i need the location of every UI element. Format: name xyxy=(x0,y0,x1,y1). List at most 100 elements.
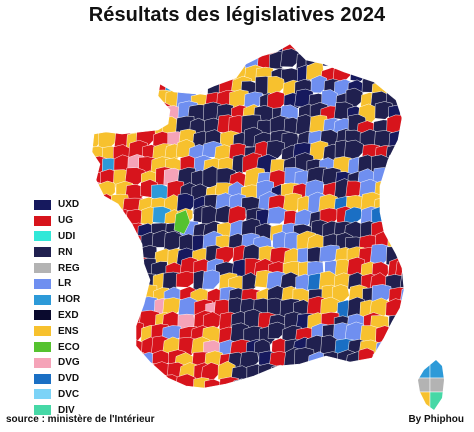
constituency xyxy=(358,347,376,369)
constituency xyxy=(333,374,353,388)
constituency xyxy=(149,44,169,57)
constituency xyxy=(388,392,406,409)
constituency xyxy=(388,44,404,60)
legend-item-ens: ENS xyxy=(34,323,80,339)
constituency xyxy=(92,44,106,58)
constituency xyxy=(102,353,122,371)
constituency xyxy=(388,208,404,228)
legend-item-lr: LR xyxy=(34,276,80,292)
constituency xyxy=(125,377,145,388)
constituency xyxy=(92,65,105,88)
constituency xyxy=(127,67,149,88)
constituency xyxy=(137,44,157,59)
constituency xyxy=(138,106,161,124)
legend-label: UDI xyxy=(58,230,76,242)
constituency-eco xyxy=(173,209,191,235)
constituency xyxy=(109,79,129,102)
constituency xyxy=(387,171,404,190)
constituency xyxy=(92,194,106,214)
constituency xyxy=(400,208,404,226)
constituency xyxy=(127,364,149,386)
constituency xyxy=(347,388,367,409)
author-credit: By Phiphou xyxy=(408,414,464,425)
constituency xyxy=(178,50,199,70)
constituency xyxy=(385,338,404,359)
constituency xyxy=(192,389,213,408)
constituency xyxy=(123,78,145,97)
constituency xyxy=(350,44,367,57)
legend-swatch xyxy=(34,342,51,353)
constituency xyxy=(98,81,117,101)
constituency xyxy=(334,48,354,69)
legend-swatch xyxy=(34,310,51,321)
constituency xyxy=(399,80,404,97)
constituency xyxy=(115,361,138,381)
constituency xyxy=(358,51,380,73)
constituency xyxy=(267,76,286,95)
constituency xyxy=(92,366,104,385)
constituency xyxy=(266,378,286,388)
constituency xyxy=(204,378,222,388)
constituency xyxy=(375,339,397,359)
constituency xyxy=(136,53,158,71)
constituency xyxy=(205,387,228,388)
constituency xyxy=(215,53,233,74)
constituency xyxy=(114,65,135,88)
constituency xyxy=(92,321,106,341)
constituency xyxy=(360,361,380,384)
constituency xyxy=(92,54,108,74)
legend-label: HOR xyxy=(58,294,81,306)
legend-item-dvd: DVD xyxy=(34,371,80,387)
constituency xyxy=(92,314,105,336)
constituency xyxy=(308,376,327,388)
constituency xyxy=(398,376,404,388)
constituency xyxy=(396,197,404,217)
constituency xyxy=(100,324,121,344)
constituency xyxy=(135,90,156,110)
constituency xyxy=(398,249,404,268)
constituency xyxy=(373,65,397,87)
constituency xyxy=(270,364,289,382)
constituency xyxy=(387,366,404,388)
constituency xyxy=(398,154,404,174)
constituency xyxy=(292,363,315,384)
legend-swatch xyxy=(34,278,51,289)
legend-swatch xyxy=(34,215,51,226)
constituency xyxy=(128,274,147,293)
constituency xyxy=(308,387,328,388)
constituency xyxy=(399,51,404,72)
constituency xyxy=(109,313,129,333)
constituency xyxy=(278,365,301,386)
constituency xyxy=(112,245,130,265)
constituency xyxy=(385,224,404,243)
constituency xyxy=(92,106,103,125)
legend-label: DIV xyxy=(58,404,75,416)
legend-item-reg: REG xyxy=(34,260,80,276)
constituency xyxy=(203,44,225,58)
constituency xyxy=(92,257,107,280)
constituency xyxy=(399,352,404,373)
constituency xyxy=(92,284,110,305)
constituency xyxy=(388,153,404,173)
constituency xyxy=(398,335,404,355)
legend-label: LR xyxy=(58,278,72,290)
legend-swatch xyxy=(34,263,51,274)
constituency xyxy=(154,380,172,388)
constituency xyxy=(397,310,404,330)
constituency xyxy=(318,367,339,388)
constituency xyxy=(113,258,136,279)
constituency xyxy=(387,63,404,84)
constituency xyxy=(331,361,352,380)
map-title: Résultats des législatives 2024 xyxy=(88,4,386,26)
constituency xyxy=(140,392,160,412)
constituency-corsica xyxy=(418,377,431,393)
constituency xyxy=(401,113,404,134)
corsica-regions xyxy=(418,360,444,410)
legend-swatch xyxy=(34,373,51,384)
constituency-corsica xyxy=(418,391,431,410)
constituency xyxy=(92,295,105,313)
constituency xyxy=(400,141,404,160)
constituency xyxy=(92,336,109,359)
legend-label: UXD xyxy=(58,199,80,211)
